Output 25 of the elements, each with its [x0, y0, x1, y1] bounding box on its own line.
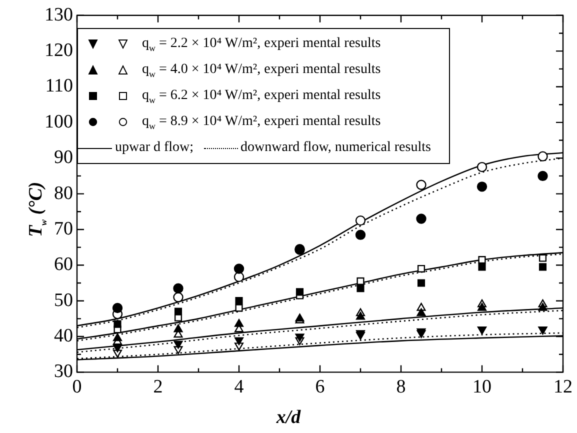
x-tick-label: 6 [315, 376, 325, 398]
y-tick-label: 30 [54, 361, 73, 382]
legend-label: q$_{w}$ = 8.9 × 10⁴ W/m², experi mental results [142, 114, 381, 130]
legend-label: q$_{w}$ = 6.2 × 10⁴ W/m², experi mental results [142, 88, 381, 104]
y-tick-label: 50 [54, 290, 73, 311]
y-tick-label: 90 [54, 147, 73, 168]
x-tick-label: 10 [472, 376, 492, 398]
legend-label: q$_{w}$ = 2.2 × 10⁴ W/m², experi mental results [142, 36, 381, 52]
y-tick-label: 100 [44, 111, 73, 132]
x-tick-label: 0 [72, 376, 82, 398]
legend-label: q$_{w}$ = 4.0 × 10⁴ W/m², experi mental results [142, 62, 381, 78]
y-tick-label: 120 [44, 40, 73, 62]
x-axis-title: x/d [275, 407, 302, 429]
y-tick-label: 60 [54, 254, 73, 276]
x-tick-label: 12 [554, 376, 572, 398]
y-tick-label: 110 [45, 76, 73, 97]
legend-label: downward flow, numerical results [240, 140, 431, 156]
x-tick-label: 2 [153, 376, 163, 398]
x-tick-label: 4 [234, 376, 244, 398]
legend-label: upwar d flow; [115, 140, 194, 156]
y-tick-label: 80 [54, 182, 73, 204]
y-tick-label: 130 [44, 4, 73, 26]
y-tick-label: 40 [54, 326, 73, 347]
y-tick-label: 70 [54, 218, 73, 240]
x-tick-label: 8 [396, 376, 406, 398]
